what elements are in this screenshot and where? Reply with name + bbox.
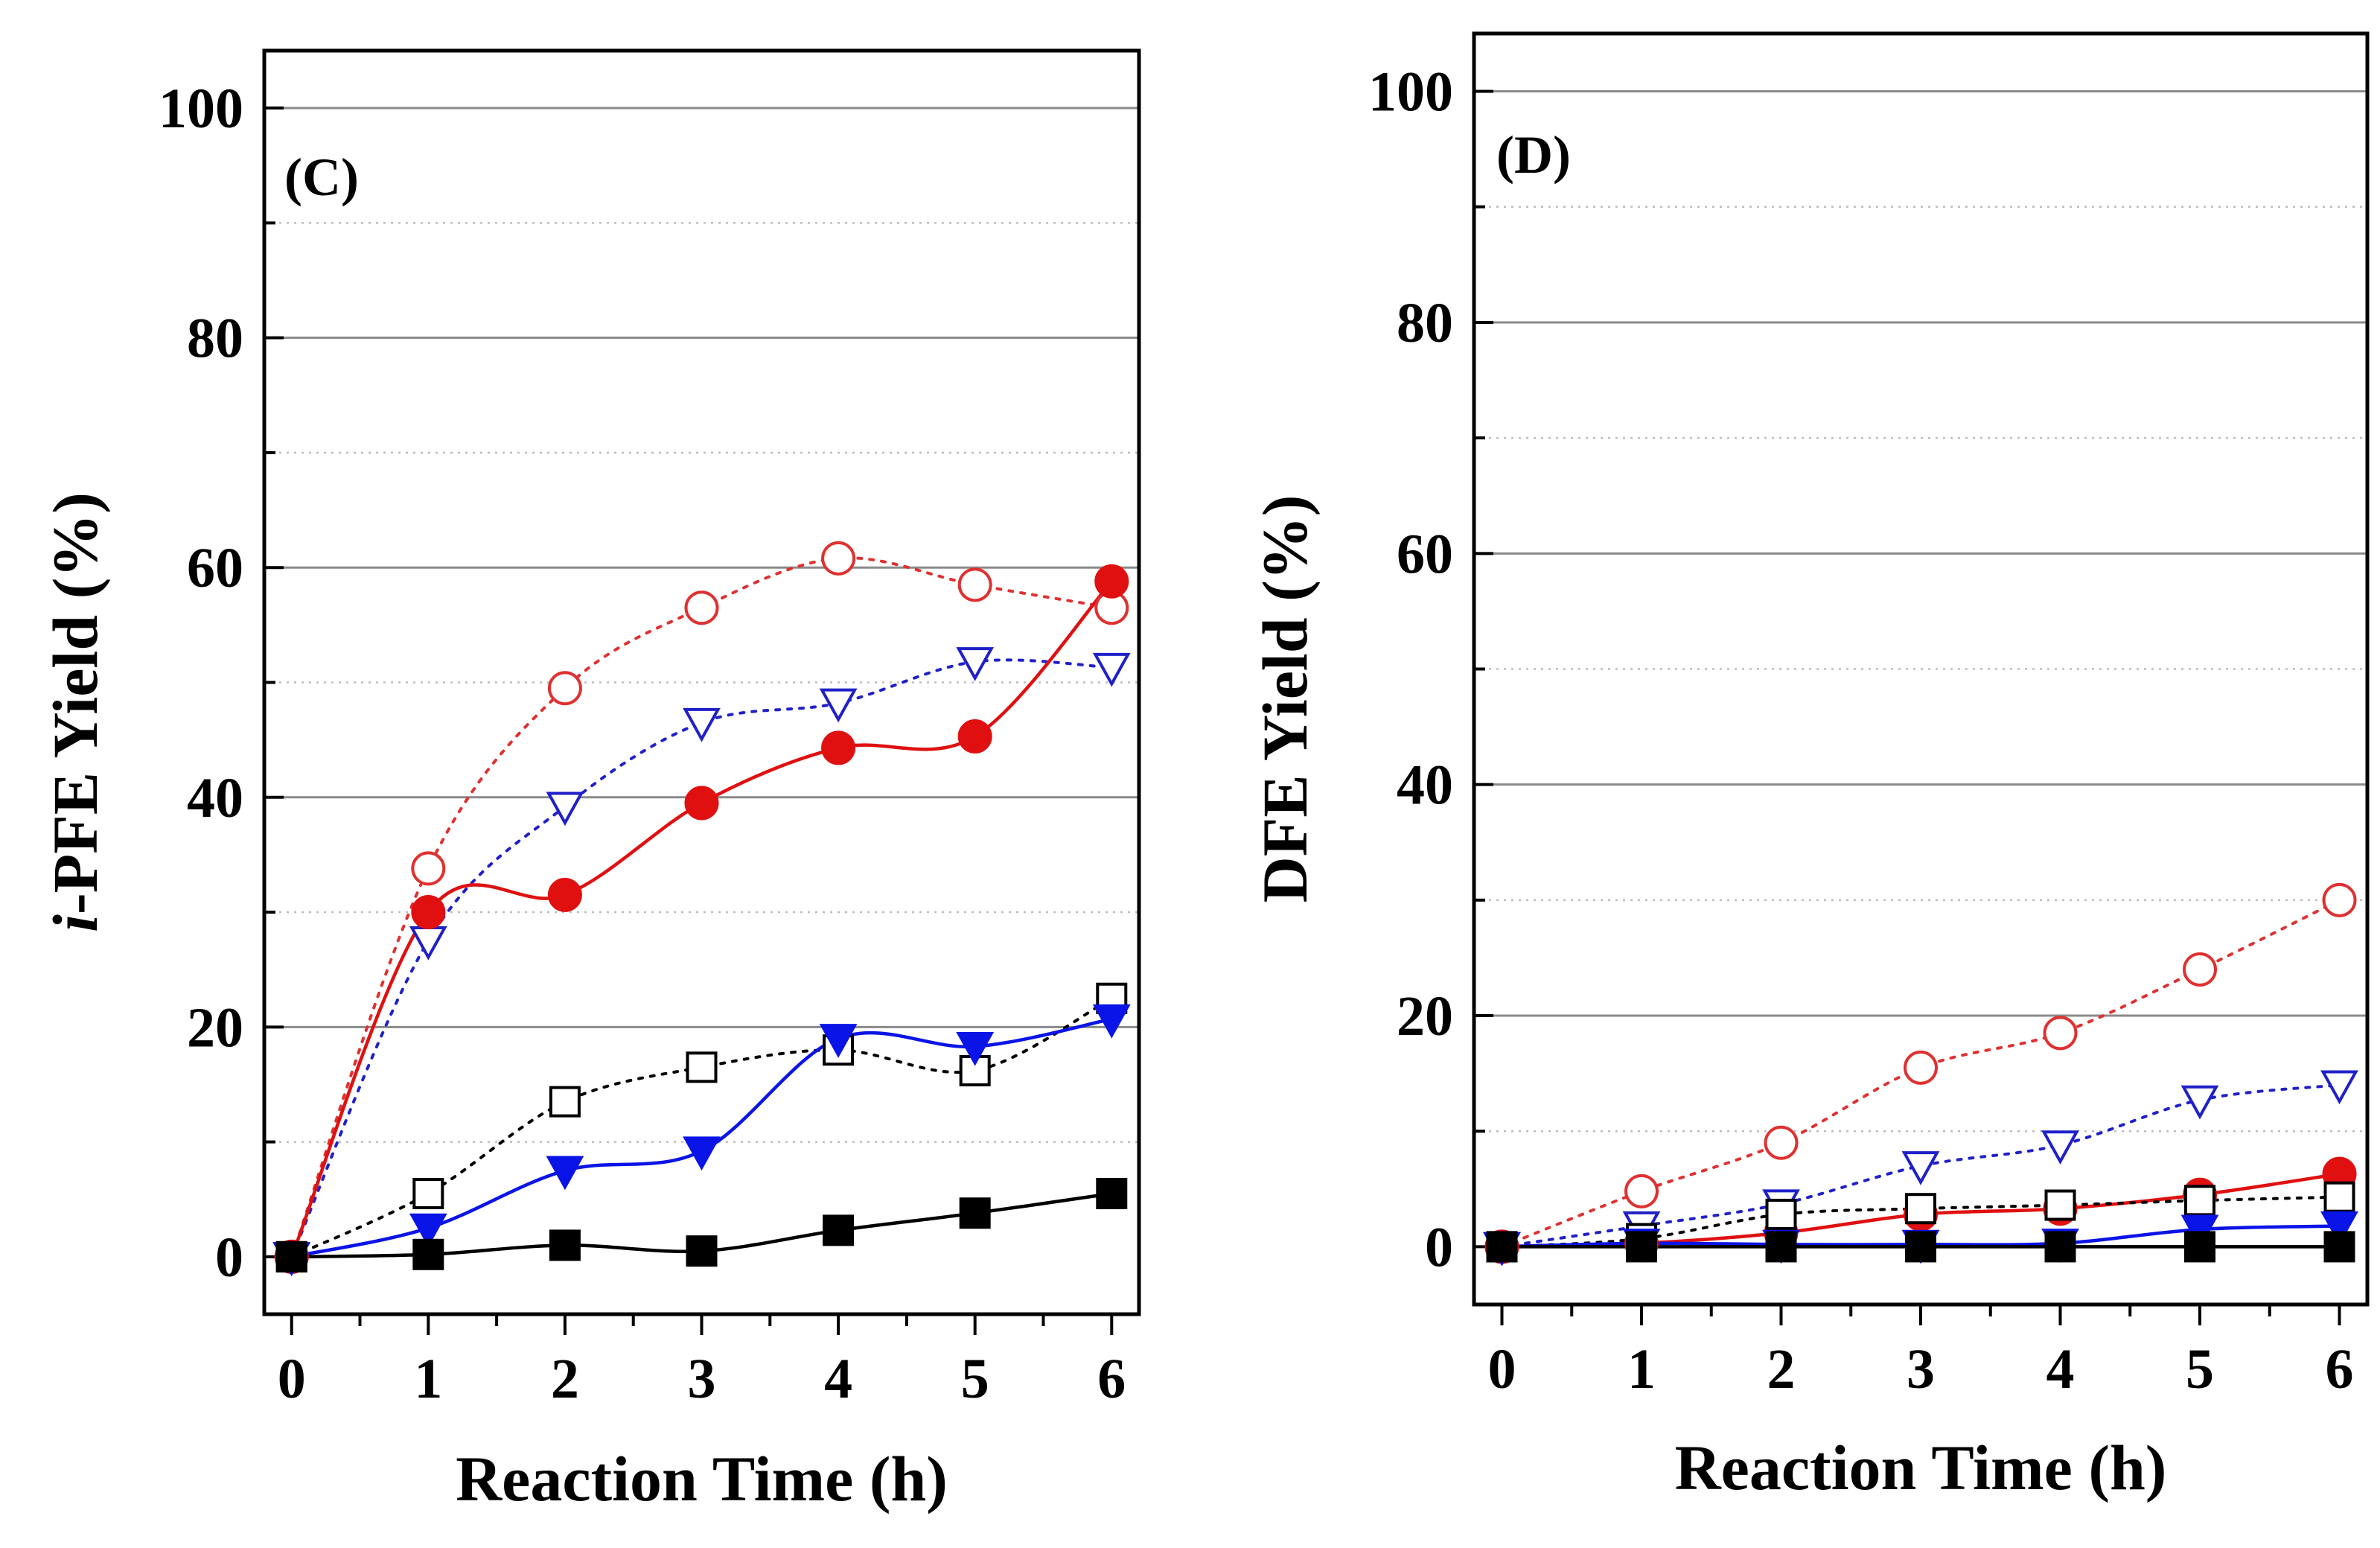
marker-filled-circle-red-x5 (957, 719, 992, 754)
marker-filled-square-black-x5 (2184, 1231, 2215, 1263)
y-tick-label: 80 (187, 308, 243, 370)
marker-open-triangle-blue-x5 (2180, 1085, 2219, 1120)
marker-filled-circle-red-x3 (684, 786, 719, 821)
marker-filled-square-black-x4 (823, 1214, 855, 1246)
marker-filled-triangle-blue-x4 (819, 1024, 858, 1058)
marker-open-square-black-x3 (686, 1051, 718, 1083)
marker-filled-triangle-blue-x3 (683, 1136, 721, 1171)
marker-open-circle-red-x5 (957, 567, 992, 602)
x-tick-label: 1 (1627, 1338, 1656, 1401)
x-tick-label: 2 (551, 1348, 579, 1410)
marker-filled-square-black-x1 (1626, 1231, 1657, 1263)
marker-filled-square-black-x3 (1905, 1231, 1936, 1263)
x-tick-label: 6 (1097, 1348, 1126, 1410)
marker-open-square-black-x6 (2323, 1181, 2355, 1213)
marker-filled-square-black-x6 (2323, 1231, 2355, 1263)
x-axis-title: Reaction Time (h) (1675, 1432, 2167, 1503)
marker-open-circle-red-x4 (2043, 1016, 2078, 1051)
y-tick-label: 40 (187, 767, 243, 829)
x-tick-label: 5 (2186, 1338, 2214, 1401)
marker-filled-circle-red-x6 (1094, 564, 1129, 599)
x-tick-label: 4 (824, 1348, 852, 1410)
marker-open-circle-red-x2 (1764, 1125, 1799, 1160)
x-tick-label: 1 (414, 1348, 442, 1410)
marker-open-triangle-blue-x4 (819, 688, 858, 723)
x-tick-label: 0 (1488, 1338, 1516, 1401)
x-tick-label: 3 (1907, 1338, 1935, 1401)
marker-open-triangle-blue-x3 (1901, 1151, 1940, 1185)
marker-open-circle-red-x6 (2322, 882, 2357, 917)
y-tick-label: 20 (187, 996, 243, 1059)
marker-open-square-black-x2 (1765, 1198, 1797, 1230)
y-tick-label: 20 (1397, 985, 1453, 1048)
y-tick-label: 40 (1397, 754, 1453, 817)
plot-frame (262, 48, 1141, 1316)
marker-filled-square-black-x4 (2044, 1231, 2076, 1263)
marker-filled-triangle-blue-x6 (2320, 1211, 2358, 1246)
marker-open-triangle-blue-x1 (409, 926, 447, 961)
marker-open-square-black-x5 (2184, 1185, 2215, 1217)
marker-open-triangle-blue-x2 (546, 791, 584, 826)
marker-filled-square-black-x0 (1486, 1231, 1518, 1263)
marker-open-circle-red-x1 (411, 851, 446, 886)
marker-open-square-black-x4 (2044, 1189, 2076, 1221)
panel-label: (C) (284, 147, 359, 207)
marker-filled-square-black-x3 (686, 1235, 718, 1267)
marker-open-square-black-x2 (549, 1086, 581, 1118)
y-tick-label: 100 (1368, 61, 1453, 124)
panel-c: 0 20 40 60 80 100 0 1 2 3 4 5 6 Reaction Time (h) i-PF… (39, 48, 1141, 1514)
marker-open-circle-red-x2 (547, 671, 582, 706)
marker-filled-square-black-x2 (549, 1229, 581, 1261)
marker-open-square-black-x3 (1905, 1193, 1936, 1225)
x-tick-label: 3 (688, 1348, 716, 1410)
y-tick-label: 60 (1397, 523, 1453, 585)
marker-open-triangle-blue-x6 (1092, 652, 1131, 687)
marker-filled-square-black-x6 (1096, 1178, 1128, 1210)
x-axis-title: Reaction Time (h) (456, 1443, 948, 1514)
panel-label: (D) (1496, 125, 1571, 185)
marker-filled-square-black-x1 (412, 1238, 444, 1270)
series-line-open-circle-red (290, 556, 1114, 1258)
x-tick-label: 4 (2046, 1338, 2075, 1401)
marker-open-triangle-blue-x3 (683, 707, 721, 742)
y-axis-title: i-PFE Yield (%) (39, 492, 111, 932)
marker-filled-triangle-blue-x1 (409, 1213, 447, 1248)
x-tick-label: 0 (278, 1348, 306, 1410)
marker-filled-circle-red-x1 (411, 895, 446, 930)
marker-open-square-black-x1 (412, 1178, 444, 1210)
marker-filled-triangle-blue-x2 (546, 1156, 584, 1191)
marker-open-triangle-blue-x4 (2041, 1130, 2079, 1165)
marker-open-triangle-blue-x5 (956, 647, 995, 681)
marker-open-circle-red-x4 (821, 541, 856, 576)
y-tick-label: 100 (159, 77, 243, 140)
x-tick-label: 2 (1767, 1338, 1796, 1401)
marker-filled-circle-red-x4 (821, 730, 856, 765)
y-tick-label: 80 (1397, 292, 1453, 354)
marker-open-triangle-blue-x6 (2320, 1070, 2358, 1105)
panel-d: 0 20 40 60 80 100 0 1 2 3 4 5 6 Reaction Time (h) DFE … (1249, 31, 2370, 1503)
marker-filled-triangle-blue-x6 (1092, 1004, 1131, 1039)
marker-filled-triangle-blue-x5 (2180, 1214, 2219, 1249)
x-tick-label: 5 (961, 1348, 989, 1410)
y-tick-label: 0 (215, 1226, 243, 1289)
marker-open-circle-red-x1 (1624, 1173, 1659, 1208)
marker-open-circle-red-x5 (2183, 952, 2217, 987)
marker-filled-circle-red-x2 (547, 877, 582, 912)
x-tick-label: 6 (2326, 1338, 2354, 1401)
y-tick-label: 0 (1425, 1216, 1453, 1278)
series-line-open-triangle-blue (290, 658, 1114, 1258)
marker-filled-triangle-blue-x5 (956, 1031, 995, 1066)
y-tick-label: 60 (187, 537, 243, 599)
marker-filled-square-black-x0 (275, 1240, 307, 1273)
marker-filled-square-black-x2 (1765, 1231, 1797, 1263)
y-axis-title: DFE Yield (%) (1249, 495, 1321, 903)
marker-filled-square-black-x5 (959, 1197, 991, 1229)
marker-open-circle-red-x3 (684, 590, 719, 625)
marker-open-circle-red-x3 (1904, 1050, 1938, 1085)
